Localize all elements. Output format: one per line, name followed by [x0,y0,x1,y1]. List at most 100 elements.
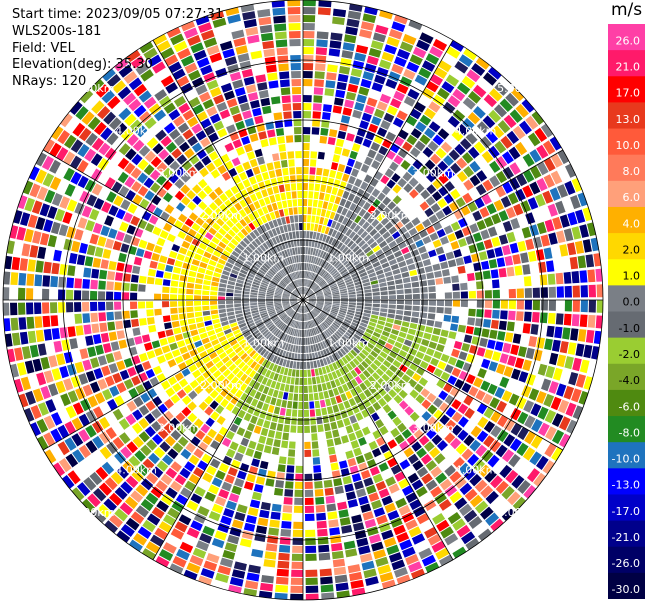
range-gate [403,316,411,322]
range-gate [315,496,325,505]
range-gate [218,351,227,360]
range-gate [499,353,509,364]
range-gate [294,489,303,497]
range-gate [301,313,303,321]
range-gate [362,71,375,81]
range-gate [303,353,307,361]
range-gate [247,336,255,344]
range-gate [481,328,490,338]
range-gate [447,259,457,268]
range-gate [397,422,407,433]
range-gate [354,366,362,375]
range-gate [309,175,315,183]
range-gate [82,498,96,513]
range-gate [269,211,276,220]
range-gate [234,262,243,269]
range-gate [418,67,432,79]
range-gate [243,284,251,289]
range-gate [153,34,168,46]
range-gate [308,300,316,302]
range-gate [442,205,452,216]
range-gate [197,178,208,189]
range-gate [170,429,182,441]
range-gate [504,332,514,343]
range-gate [435,277,444,285]
range-gate [265,332,273,340]
range-gate [139,352,148,362]
range-gate [467,112,481,125]
range-gate [476,347,486,357]
range-gate [286,286,293,292]
range-gate [58,458,72,473]
range-ring-label: 2.00km [370,209,412,222]
range-gate [490,425,502,438]
range-gate [320,259,326,267]
range-gate [67,390,79,403]
range-gate [332,8,347,18]
range-gate [272,153,280,162]
range-gate [231,157,241,167]
range-gate [484,290,492,299]
range-gate [157,415,168,427]
range-gate [151,421,162,432]
range-gate [220,213,229,223]
range-gate [236,470,247,480]
range-gate [274,338,280,346]
range-gate [245,334,253,341]
range-gate [522,153,535,167]
range-gate [284,119,293,127]
range-gate [507,355,517,367]
range-gate [79,190,90,204]
range-gate [239,102,250,112]
range-gate [367,375,376,385]
range-gate [108,331,118,341]
range-gate [315,317,320,325]
range-gate [299,287,302,295]
range-gate [255,191,263,200]
range-gate [354,205,362,214]
range-gate [66,302,74,313]
range-gate [248,213,256,222]
range-gate [503,366,514,378]
range-gate [135,125,148,138]
range-gate [510,87,524,102]
range-gate [558,399,570,414]
range-gate [27,214,38,228]
range-gate [214,394,224,404]
range-gate [3,287,10,300]
range-gate [304,497,314,505]
range-gate [138,301,146,309]
range-gate [509,242,519,254]
range-gate [290,300,298,302]
range-gate [325,210,331,218]
range-gate [383,393,392,403]
range-gate [291,409,298,417]
range-gate [126,400,137,412]
range-gate [381,185,391,196]
range-gate [260,215,268,224]
range-gate [578,329,587,342]
range-gate [458,351,468,361]
range-gate [463,434,475,447]
range-gate [361,243,369,251]
range-gate [342,383,349,392]
range-gate [386,36,400,47]
range-gate [118,64,133,78]
range-gate [396,255,405,263]
range-gate [263,48,275,57]
range-gate [97,378,108,390]
range-gate [458,54,473,67]
range-gate [319,313,326,320]
range-gate [267,309,275,314]
range-gate [104,477,118,491]
range-gate [401,429,412,439]
range-gate [316,301,324,304]
range-gate [421,399,432,410]
range-gate [347,193,356,202]
range-ring-label: 1.00km [327,336,369,349]
range-gate [392,324,401,331]
range-gate [120,199,131,211]
range-gate [315,305,323,309]
range-gate [567,242,577,256]
range-gate [484,309,492,318]
